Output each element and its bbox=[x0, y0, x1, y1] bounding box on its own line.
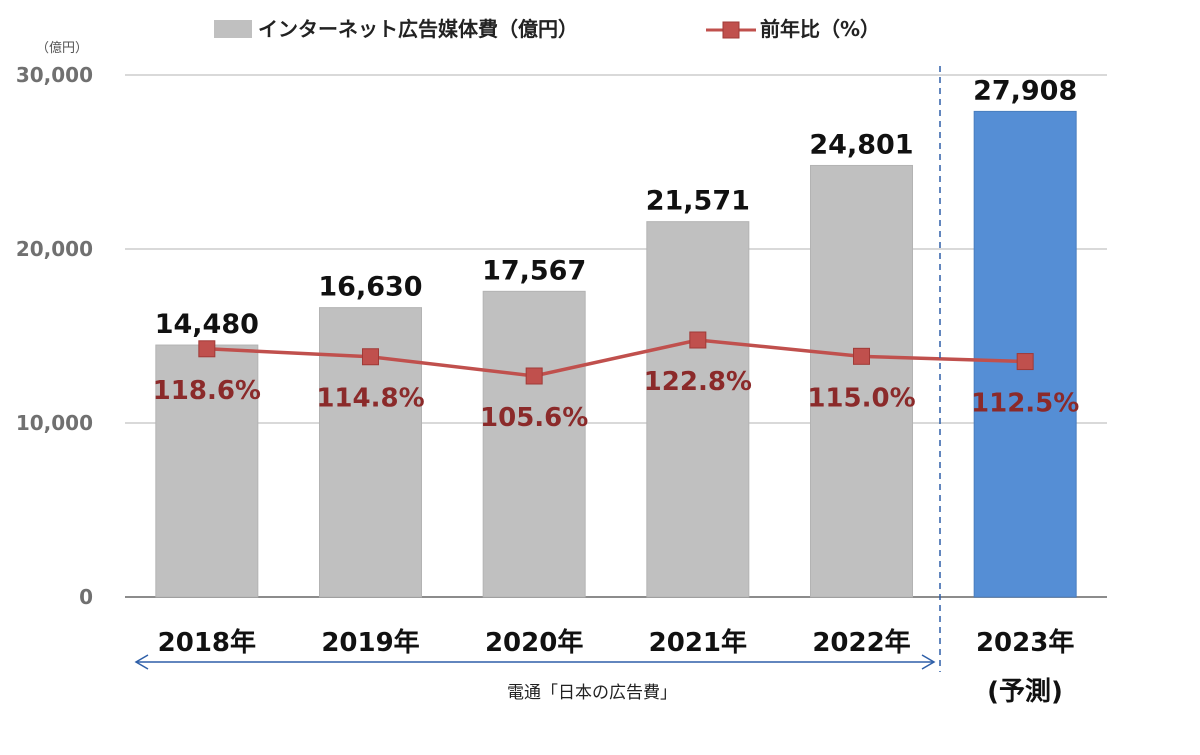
x-category-label: 2020年 bbox=[485, 627, 583, 658]
bar bbox=[155, 344, 259, 598]
bar bbox=[810, 164, 913, 598]
y-tick-label: 20,000 bbox=[16, 237, 93, 261]
y-axis-ticks: 0 10,000 20,000 30,000 bbox=[16, 63, 93, 609]
ratio-point bbox=[362, 348, 379, 366]
legend-line-marker bbox=[722, 21, 740, 39]
ratio-label: 122.8% bbox=[644, 367, 752, 397]
legend: インターネット広告媒体費（億円） 前年比（%） bbox=[214, 17, 880, 41]
bar bbox=[482, 290, 586, 598]
ratio-point bbox=[525, 367, 543, 385]
ratio-point bbox=[1016, 353, 1034, 371]
x-category-label: 2018年 bbox=[158, 627, 256, 658]
bar-value-label: 21,571 bbox=[646, 186, 750, 217]
bar-value-label: 17,567 bbox=[482, 255, 586, 286]
y-tick-label: 30,000 bbox=[16, 63, 93, 87]
x-axis-categories: 2018年 2019年 2020年 2021年 2022年 2023年 bbox=[158, 627, 1075, 658]
ratio-label: 112.5% bbox=[971, 389, 1079, 419]
ratio-labels: 118.6% 114.8% 105.6% 122.8% 115.0% 112.5% bbox=[153, 367, 1080, 433]
source-range-arrow bbox=[134, 654, 936, 670]
bar-value-label: 16,630 bbox=[318, 272, 422, 303]
x-category-label: 2023年 bbox=[976, 627, 1074, 658]
bar-value-label: 14,480 bbox=[155, 309, 259, 340]
ratio-label: 115.0% bbox=[807, 383, 915, 413]
ratio-point bbox=[689, 331, 707, 349]
ratio-line-path bbox=[206, 338, 1026, 378]
x-category-label: 2021年 bbox=[649, 627, 747, 658]
bar-value-label: 27,908 bbox=[973, 75, 1077, 106]
gridlines bbox=[125, 74, 1107, 598]
legend-bar-swatch bbox=[214, 20, 252, 38]
ratio-line bbox=[198, 331, 1034, 385]
bar-value-label: 24,801 bbox=[809, 129, 913, 160]
ratio-point bbox=[853, 347, 870, 365]
ratio-label: 118.6% bbox=[153, 376, 261, 406]
legend-bar-label: インターネット広告媒体費（億円） bbox=[258, 17, 578, 41]
legend-line-label: 前年比（%） bbox=[760, 17, 880, 41]
x-category-label: 2022年 bbox=[812, 627, 910, 658]
bars bbox=[155, 110, 1077, 598]
x-category-label: 2019年 bbox=[321, 627, 419, 658]
y-axis-unit-label: （億円） bbox=[36, 40, 88, 56]
bar-value-labels: 14,480 16,630 17,567 21,571 24,801 27,908 bbox=[155, 75, 1078, 340]
source-note: 電通「日本の広告費」 bbox=[507, 683, 677, 703]
ratio-point bbox=[198, 340, 216, 358]
ratio-label: 105.6% bbox=[480, 403, 588, 433]
y-tick-label: 0 bbox=[79, 585, 93, 609]
forecast-note: (予測) bbox=[987, 677, 1063, 707]
bar bbox=[646, 221, 750, 598]
ratio-label: 114.8% bbox=[316, 384, 424, 414]
y-tick-label: 10,000 bbox=[16, 411, 93, 435]
